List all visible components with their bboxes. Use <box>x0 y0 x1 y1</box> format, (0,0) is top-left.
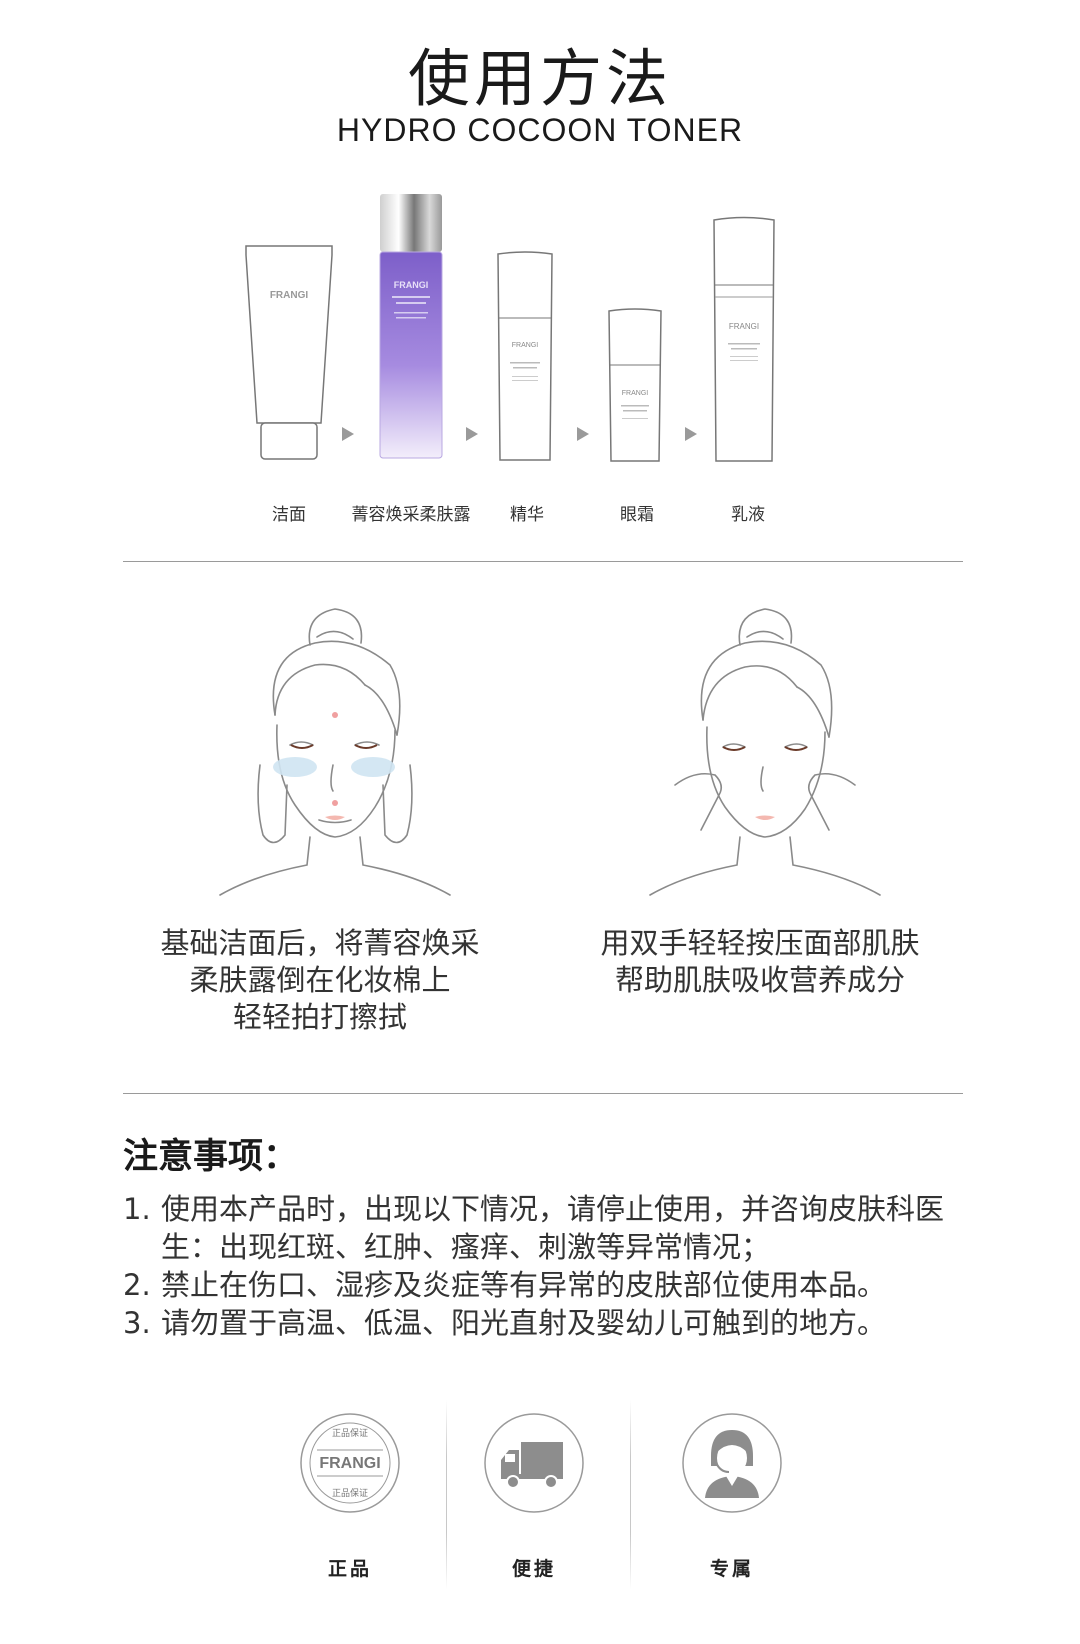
note-text: 使用本产品时，出现以下情况，请停止使用，并咨询皮肤科医生：出现红斑、红肿、瘙痒、… <box>161 1192 945 1264</box>
face-pressing-illustration <box>649 608 881 896</box>
step-label-cleanse: 洁面 <box>272 505 306 525</box>
lotion-bottle-image: FRANGI <box>713 216 775 462</box>
notes-heading: 注意事项： <box>123 1137 299 1177</box>
caption-line: 帮助肌肤吸收营养成分 <box>614 963 905 997</box>
svg-text:FRANGI: FRANGI <box>622 390 649 397</box>
authentic-seal-icon: 正品保证 FRANGI 正品保证 <box>300 1413 400 1513</box>
step-label-eye-cream: 眼霜 <box>620 505 654 525</box>
badge-exclusive: 专属 <box>640 1412 824 1581</box>
note-number: 2. <box>123 1268 151 1302</box>
badge-convenient: 便捷 <box>442 1412 626 1581</box>
step-arrow-icon <box>685 427 697 441</box>
notes-list: 1. 使用本产品时，出现以下情况，请停止使用，并咨询皮肤科医生：出现红斑、红肿、… <box>123 1190 983 1342</box>
service-badges: 正品保证 FRANGI 正品保证 正品 便捷 <box>0 1400 1080 1600</box>
eye-cream-bottle-image: FRANGI <box>608 308 662 462</box>
badge-label: 便捷 <box>511 1558 556 1580</box>
svg-text:FRANGI: FRANGI <box>394 280 429 290</box>
caption-line: 轻轻拍打擦拭 <box>232 1000 407 1034</box>
badge-label: 专属 <box>709 1558 754 1580</box>
page-subtitle: HYDRO COCOON TONER <box>336 112 744 148</box>
caption-line: 用双手轻轻按压面部肌肤 <box>600 926 920 960</box>
svg-text:FRANGI: FRANGI <box>270 290 309 301</box>
face-patting-illustration <box>219 608 451 896</box>
step-arrow-icon <box>342 427 354 441</box>
note-number: 1. <box>123 1192 151 1226</box>
svg-text:正品保证: 正品保证 <box>332 1487 368 1499</box>
instruction-caption-2: 用双手轻轻按压面部肌肤 帮助肌肤吸收营养成分 <box>555 925 965 999</box>
note-item: 2. 禁止在伤口、湿疹及炎症等有异常的皮肤部位使用本品。 <box>123 1266 983 1304</box>
usage-steps: FRANGI FRANGI FRANGI FR <box>0 194 1080 535</box>
svg-text:FRANGI: FRANGI <box>729 322 759 331</box>
cleanser-tube-image: FRANGI <box>245 245 333 460</box>
badge-separator <box>630 1400 631 1590</box>
delivery-truck-icon <box>484 1413 584 1513</box>
caption-line: 基础洁面后，将菁容焕采 <box>160 926 480 960</box>
step-arrow-icon <box>466 427 478 441</box>
svg-text:FRANGI: FRANGI <box>319 1455 380 1472</box>
note-item: 1. 使用本产品时，出现以下情况，请停止使用，并咨询皮肤科医生：出现红斑、红肿、… <box>123 1190 983 1266</box>
badge-authentic: 正品保证 FRANGI 正品保证 正品 <box>258 1412 442 1581</box>
note-text: 禁止在伤口、湿疹及炎症等有异常的皮肤部位使用本品。 <box>161 1268 887 1302</box>
note-text: 请勿置于高温、低温、阳光直射及婴幼儿可触到的地方。 <box>161 1306 887 1340</box>
step-label-lotion: 乳液 <box>731 505 765 525</box>
badge-label: 正品 <box>327 1558 372 1580</box>
note-item: 3. 请勿置于高温、低温、阳光直射及婴幼儿可触到的地方。 <box>123 1304 983 1342</box>
step-label-toner: 菁容焕采柔肤露 <box>351 505 471 525</box>
section-divider <box>123 561 963 562</box>
toner-bottle-image: FRANGI <box>379 194 443 459</box>
essence-bottle-image: FRANGI <box>497 251 553 461</box>
caption-line: 柔肤露倒在化妆棉上 <box>189 963 451 997</box>
svg-text:FRANGI: FRANGI <box>512 342 539 349</box>
customer-service-icon <box>682 1413 782 1513</box>
page-title: 使用方法 <box>407 42 672 115</box>
svg-text:正品保证: 正品保证 <box>332 1427 368 1439</box>
instruction-caption-1: 基础洁面后，将菁容焕采 柔肤露倒在化妆棉上 轻轻拍打擦拭 <box>120 925 520 1036</box>
section-divider <box>123 1093 963 1094</box>
badge-separator <box>446 1400 447 1590</box>
note-number: 3. <box>123 1306 151 1340</box>
step-arrow-icon <box>577 427 589 441</box>
step-label-essence: 精华 <box>510 505 544 525</box>
